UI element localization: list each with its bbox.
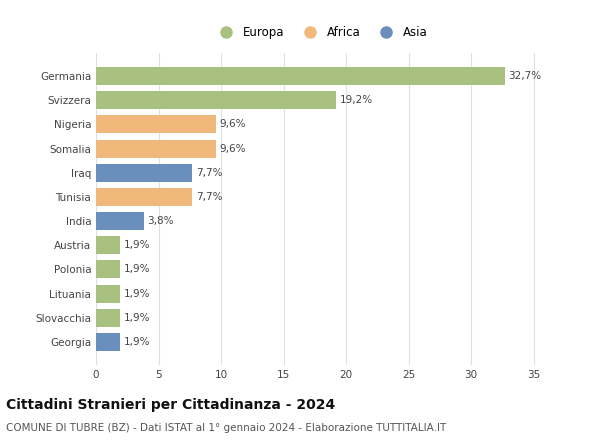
Bar [96,164,192,182]
Bar [96,115,216,133]
Bar [96,188,192,206]
Text: 1,9%: 1,9% [124,240,150,250]
Text: 7,7%: 7,7% [196,192,223,202]
Legend: Europa, Africa, Asia: Europa, Africa, Asia [209,21,433,44]
Text: 9,6%: 9,6% [220,119,246,129]
Text: 1,9%: 1,9% [124,289,150,299]
Text: 9,6%: 9,6% [220,143,246,154]
Bar [96,260,120,279]
Bar [96,212,143,230]
Bar [96,285,120,303]
Text: Cittadini Stranieri per Cittadinanza - 2024: Cittadini Stranieri per Cittadinanza - 2… [6,398,335,412]
Bar [96,91,336,109]
Text: 19,2%: 19,2% [340,95,373,105]
Bar [96,333,120,351]
Text: 1,9%: 1,9% [124,337,150,347]
Text: 1,9%: 1,9% [124,313,150,323]
Text: COMUNE DI TUBRE (BZ) - Dati ISTAT al 1° gennaio 2024 - Elaborazione TUTTITALIA.I: COMUNE DI TUBRE (BZ) - Dati ISTAT al 1° … [6,423,446,433]
Bar [96,67,505,85]
Bar [96,309,120,327]
Text: 7,7%: 7,7% [196,168,223,178]
Bar [96,236,120,254]
Text: 3,8%: 3,8% [147,216,174,226]
Text: 1,9%: 1,9% [124,264,150,275]
Bar [96,139,216,158]
Text: 32,7%: 32,7% [509,71,542,81]
